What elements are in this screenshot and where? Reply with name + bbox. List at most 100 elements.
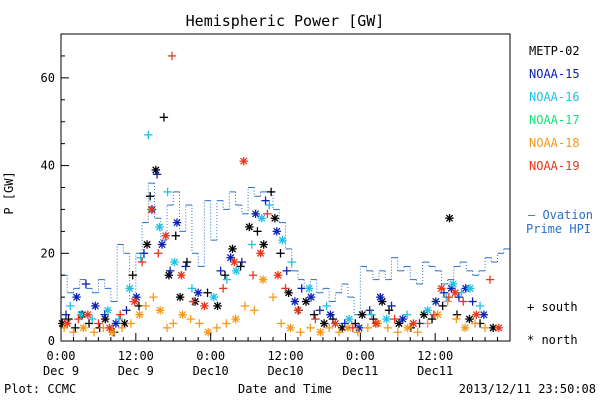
south-point [393,328,402,337]
x-tick-label-date: Dec 9 [43,364,79,378]
south-point [309,310,319,319]
south-point [128,271,137,280]
south-point [443,297,452,306]
north-point [409,319,418,328]
legend-item: NOAA-17 [529,113,580,127]
point-stroke [178,311,187,319]
north-point [142,240,152,249]
south-point [265,200,274,210]
north-point [326,310,335,319]
south-point [126,319,136,328]
south-point [297,284,306,293]
south-point [216,266,225,276]
north-point [103,306,112,315]
south-point [220,271,230,280]
chart-title: Hemispheric Power [GW] [186,12,385,30]
north-point [494,323,503,333]
point-stroke [204,328,212,336]
point-stroke [155,223,164,231]
point-stroke [278,236,286,244]
south-point [89,328,99,337]
south-point [117,323,127,333]
point-stroke [251,210,260,218]
north-point [63,319,72,328]
south-point [340,319,349,328]
point-stroke [228,245,237,253]
north-point [431,297,440,306]
south-point [311,314,320,324]
north-point [423,306,432,315]
point-stroke [320,319,328,328]
point-stroke [273,227,281,235]
north-point [259,240,268,249]
north-point [161,231,170,240]
south-point [162,323,172,333]
south-point [122,306,131,315]
point-stroke [372,319,380,328]
south-point [334,328,344,337]
north-point [465,284,475,293]
point-stroke [256,249,265,257]
north-point [83,310,93,319]
north-point [270,214,280,223]
north-point [286,323,295,333]
point-stroke [200,302,209,310]
point-stroke [162,232,170,240]
point-stroke [130,297,139,306]
south-point [181,262,190,271]
south-point [187,284,197,293]
south-point [452,314,461,324]
y-tick-label: 40 [41,159,55,173]
point-stroke [472,311,480,319]
x-tick-label-date: Dec11 [417,364,453,378]
north-point [175,292,185,302]
legend: METP-02 NOAA-15 NOAA-16 NOAA-17 NOAA-18 NOAA-… [529,44,580,173]
point-stroke [72,293,81,301]
north-point [449,279,458,289]
north-point [101,314,110,324]
north-point [256,249,265,258]
point-stroke [316,328,325,336]
footer-right: 2013/12/11 23:50:08 [459,382,596,396]
x-tick-label-date: Dec11 [342,364,378,378]
north-point [293,306,303,315]
point-stroke [177,271,185,279]
point-stroke [227,254,235,262]
south-point [203,288,212,297]
x-tick-label-date: Dec 9 [118,364,154,378]
x-tick-label-time: 0:00 [47,349,76,363]
point-stroke [409,319,417,328]
south-point [423,319,432,328]
south-point [81,279,91,289]
footer-left: Plot: CCMC [4,382,76,396]
north-point [284,288,293,297]
x-tick-label-time: 12:00 [417,349,453,363]
south-point [444,292,454,302]
south-point [61,310,71,319]
north-point [465,314,474,324]
north-point [157,240,167,249]
point-stroke [108,328,116,336]
x-tick-label-time: 12:00 [267,349,303,363]
north-point [125,284,134,293]
south-point [387,301,396,311]
south-point [137,257,147,267]
south-point [195,319,204,328]
north-point [151,165,160,175]
south-point [276,249,285,258]
north-point [91,301,100,311]
point-stroke [258,214,266,222]
south-point [84,319,94,328]
south-point [429,310,439,319]
point-stroke [451,289,459,297]
north-point [331,319,340,328]
south-point [71,323,80,333]
north-point [371,319,381,328]
south-point [287,257,296,267]
x-tick-label-time: 12:00 [118,349,154,363]
south-point [116,310,125,319]
north-point [437,284,446,293]
point-stroke [305,284,313,292]
north-point [450,288,460,297]
